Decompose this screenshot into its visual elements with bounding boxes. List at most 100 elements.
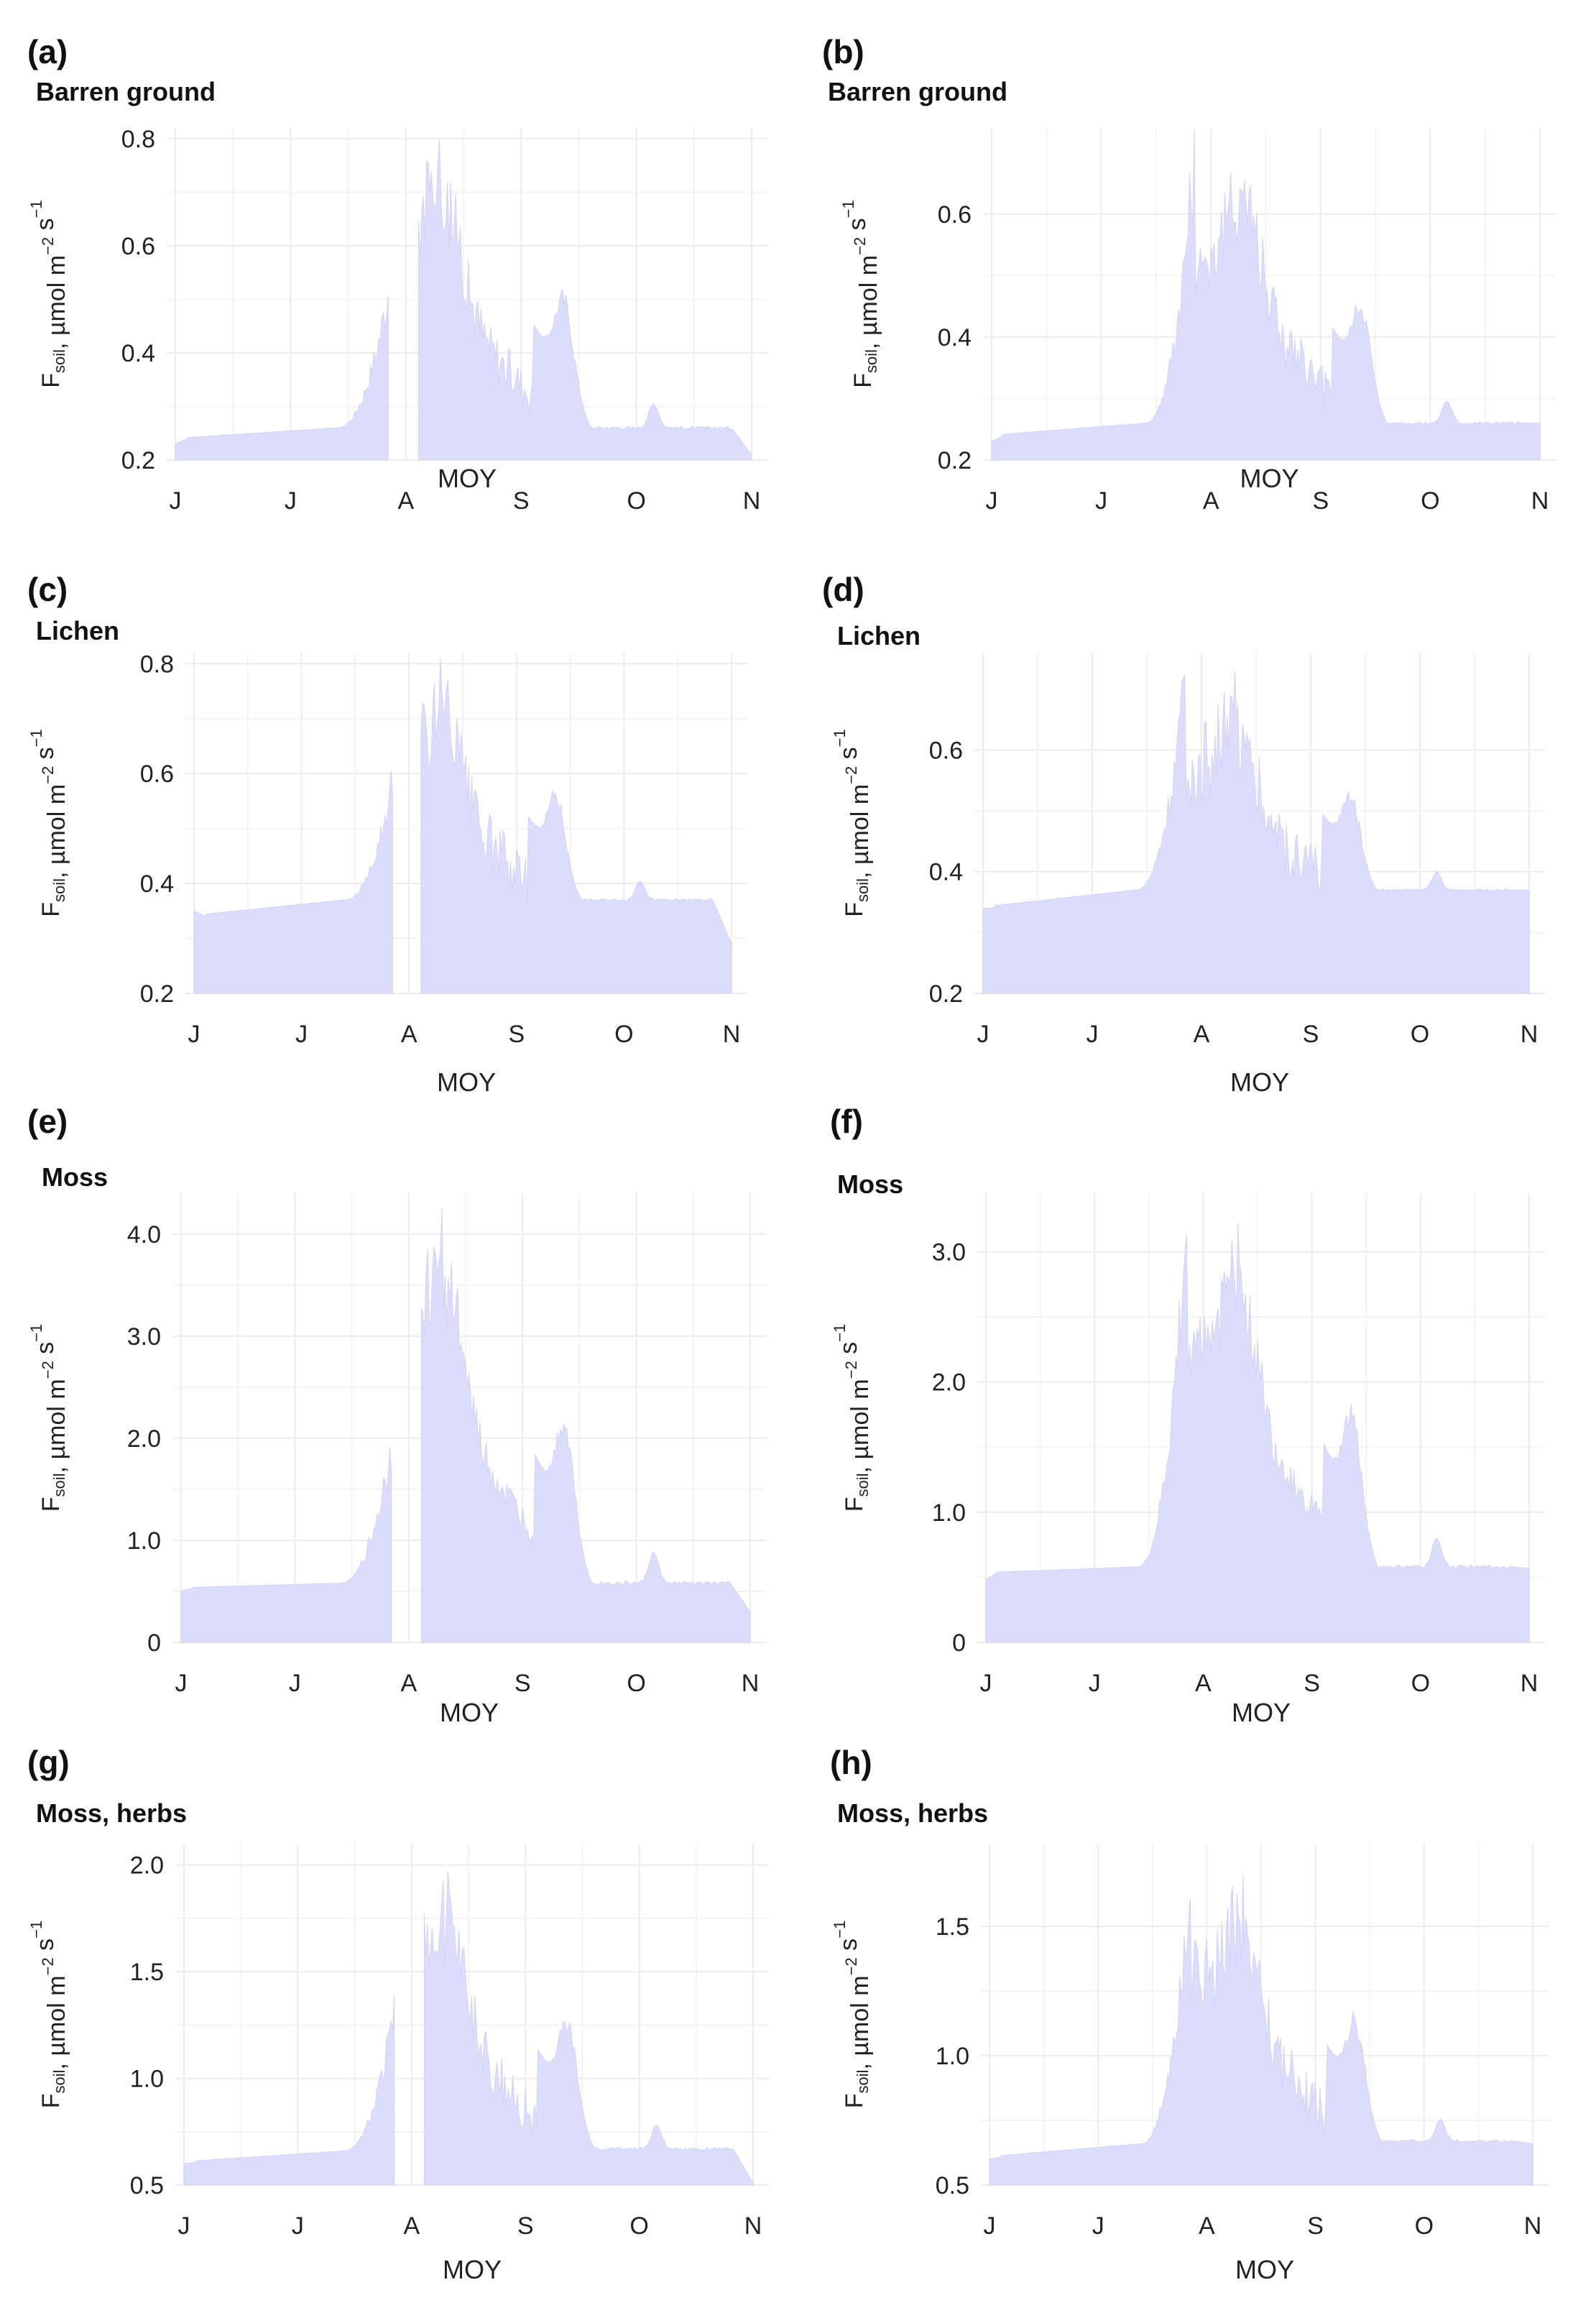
y-tick-label: 2.0 [130,1852,164,1880]
x-tick-label: O [627,1670,645,1697]
x-tick-label: J [289,1670,301,1697]
y-axis-label: Fsoil, µmol m−2 s−1 [27,1324,70,1512]
y-axis-label-part: , µmol m [847,1379,874,1473]
x-tick-label: O [629,2212,648,2240]
x-tick-label: J [1087,1021,1099,1048]
y-tick-label: 0.4 [929,859,963,886]
y-axis-label: Fsoil, µmol m−2 s−1 [831,1921,874,2108]
y-axis-label-part: , µmol m [855,255,882,349]
y-tick-label: 0.6 [929,737,963,764]
y-tick-label: 1.0 [127,1527,161,1555]
y-axis-label-superscript: −2 [842,766,860,784]
flux-area [985,1223,1530,1643]
y-tick-label: 0.4 [938,324,972,351]
y-tick-label: 0.6 [938,201,972,229]
panel-h: (h) Moss, herbs 0.5 1.0 1.5 J J A S O N MOY Fsoil, µ… [830,1744,1549,2284]
panel-label: (d) [822,571,864,608]
y-tick-label: 1.0 [932,1499,966,1527]
x-tick-label: J [175,1670,188,1697]
x-tick-label: N [1531,487,1549,515]
y-axis-label-superscript: −2 [842,1361,860,1379]
x-tick-label: O [1415,2212,1434,2240]
x-tick-label: O [1421,487,1439,515]
x-tick-label: S [1312,487,1329,515]
y-tick-label: 0.5 [130,2172,164,2199]
y-axis-label-part: s [32,1342,59,1361]
y-axis-label-superscript: −2 [851,237,869,255]
x-tick-label: J [1095,487,1107,515]
y-axis-label-superscript: −1 [831,729,849,747]
x-tick-label: J [170,487,182,515]
y-tick-label: 0.4 [140,870,174,898]
flux-area [989,1873,1533,2186]
y-tick-label: 0.2 [938,447,972,474]
y-axis-label-part: , µmol m [43,1379,70,1473]
flux-area [991,129,1541,461]
flux-area [418,139,752,461]
y-tick-label: 0.6 [140,760,174,788]
x-tick-label: J [292,2212,304,2240]
flux-area [175,295,389,461]
y-tick-label: 4.0 [127,1221,161,1249]
y-axis-label-subscript: soil [50,349,68,373]
y-axis-label: Fsoil, µmol m−2 s−1 [27,200,70,387]
x-tick-label: S [515,1670,531,1697]
y-axis-label: Fsoil, µmol m−2 s−1 [831,1324,874,1512]
x-axis-label: MOY [1230,1067,1289,1097]
x-tick-label: S [1304,1670,1320,1697]
y-tick-label: 1.5 [130,1959,164,1986]
panel-title: Lichen [837,621,921,650]
y-axis-label-superscript: −1 [831,1324,849,1342]
x-tick-label: N [742,1670,760,1697]
y-axis-label-superscript: −1 [27,1921,45,1939]
x-tick-label: N [744,2212,762,2240]
y-axis-label-subscript: soil [862,349,880,373]
y-axis-label-superscript: −2 [39,1361,57,1379]
panel-label: (h) [830,1744,872,1781]
x-axis-label: MOY [443,2255,502,2284]
panel-title: Moss [837,1169,903,1199]
flux-area [193,770,393,994]
x-tick-label: J [986,487,998,515]
y-axis-label-part: s [32,218,59,236]
y-axis-label-subscript: soil [50,1473,68,1496]
x-axis-label: MOY [440,1698,499,1727]
x-axis-label: MOY [1240,464,1299,493]
panel-title: Moss [42,1162,108,1192]
flux-area [982,671,1530,994]
panel-title: Barren ground [36,77,216,106]
y-axis-label-subscript: soil [854,2069,872,2093]
y-axis-label-part: s [835,1939,862,1957]
x-tick-label: J [1089,1670,1101,1697]
y-axis-label-superscript: −2 [842,1957,860,1975]
x-tick-label: A [403,2212,420,2240]
y-tick-label: 0.5 [936,2172,969,2199]
x-tick-label: J [1092,2212,1104,2240]
y-axis-label-part: s [844,218,871,236]
y-tick-label: 0.8 [140,650,174,678]
panel-label: (e) [27,1103,68,1140]
x-tick-label: N [743,487,761,515]
flux-area [423,1870,754,2186]
flux-area [420,1208,751,1643]
x-tick-label: S [517,2212,534,2240]
panel-g: (g) Moss, herbs 0.5 1.0 1.5 2.0 J J A S O N MOY Fsoil… [27,1744,769,2284]
y-axis-label-subscript: soil [50,2069,68,2093]
x-tick-label: A [1203,487,1219,515]
y-tick-label: 3.0 [932,1239,966,1266]
y-tick-label: 0.8 [121,126,155,153]
x-tick-label: J [977,1021,990,1048]
y-axis-label-part: F [849,373,877,388]
y-axis-label-part: F [37,373,65,388]
y-axis-label-part: F [37,2093,65,2108]
y-tick-label: 1.0 [130,2066,164,2093]
panel-title: Barren ground [828,77,1007,106]
y-tick-label: 2.0 [127,1425,161,1453]
panel-label: (c) [27,571,68,608]
x-tick-label: S [1307,2212,1324,2240]
y-axis-label-superscript: −2 [39,237,57,255]
y-tick-label: 3.0 [127,1323,161,1351]
x-tick-label: A [1195,1670,1212,1697]
x-axis-label: MOY [438,464,497,493]
